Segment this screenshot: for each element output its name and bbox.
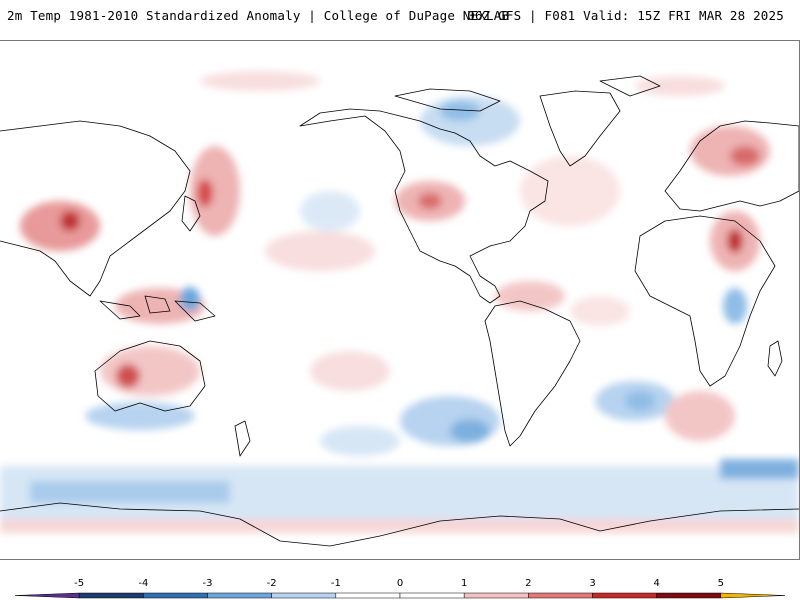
- colorbar-segment: [592, 592, 657, 599]
- colorbar-segment: [14, 592, 80, 599]
- colorbar-segment: [399, 592, 465, 599]
- colorbar-segment: [656, 592, 722, 599]
- colorbar-segment: [143, 592, 208, 599]
- colorbar-tick-label: 1: [460, 578, 468, 589]
- colorbar-tick-label: 5: [717, 578, 725, 589]
- colorbar-tick-label: -2: [266, 578, 277, 589]
- colorbar-tick-label: 2: [525, 578, 532, 589]
- anomaly-map: [0, 71, 799, 547]
- colorbar-segment: [528, 592, 593, 599]
- colorbar-segment: [463, 592, 529, 599]
- colorbar-tick-label: 0: [396, 578, 404, 589]
- colorbar: -5 -4 -3 -2 -1 0 1 2 3 4 5: [0, 570, 800, 600]
- colorbar-scale: [14, 592, 786, 599]
- colorbar-tick-label: -1: [330, 578, 341, 589]
- map-title: 2m Temp 1981-2010 Standardized Anomaly |…: [7, 8, 510, 23]
- colorbar-tick-label: 4: [653, 578, 660, 589]
- run-info: 06Z GFS | F081 Valid: 15Z FRI MAR 28 202…: [467, 8, 784, 23]
- coastlines: [0, 75, 799, 547]
- map-panel[interactable]: [0, 40, 800, 560]
- header: 2m Temp 1981-2010 Standardized Anomaly |…: [0, 0, 800, 30]
- colorbar-tick-label: -5: [74, 578, 85, 589]
- colorbar-tick-label: -3: [202, 578, 213, 589]
- colorbar-tick-label: -4: [138, 578, 149, 589]
- colorbar-segment: [207, 592, 272, 599]
- colorbar-segment: [271, 592, 337, 599]
- anomaly-shading: [0, 71, 799, 533]
- colorbar-tick-label: 3: [589, 578, 596, 589]
- colorbar-segment: [335, 592, 401, 599]
- colorbar-segment: [720, 592, 786, 599]
- colorbar-segment: [78, 592, 144, 599]
